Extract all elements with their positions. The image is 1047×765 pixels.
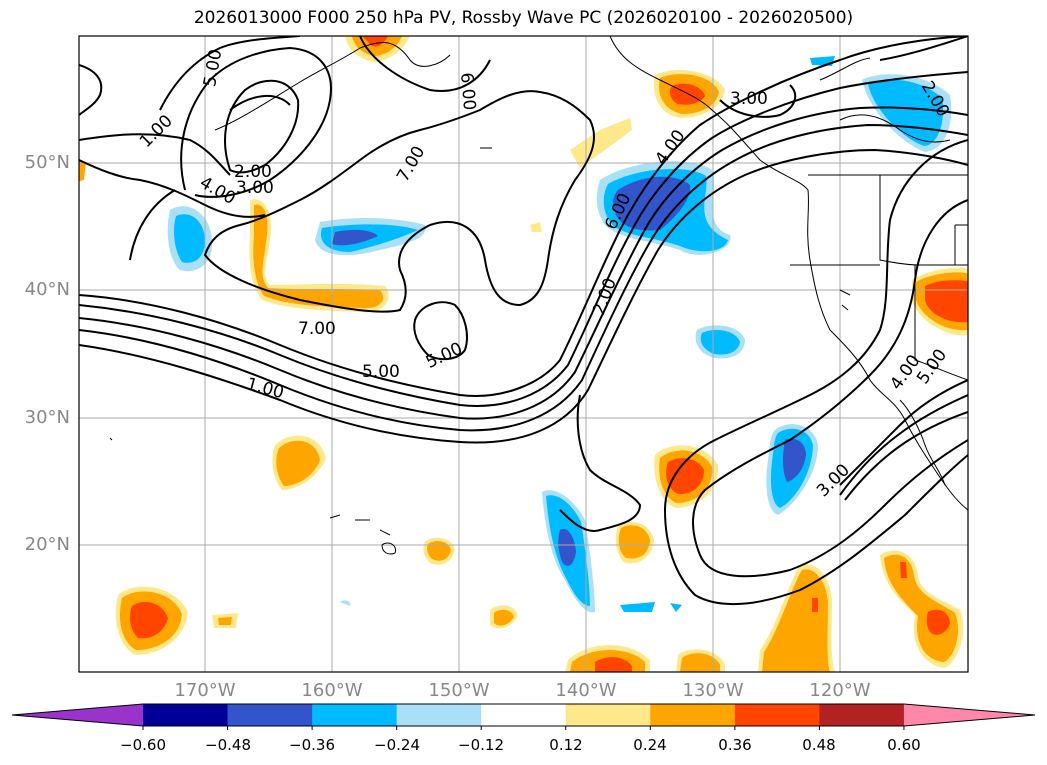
shade-orange [666, 458, 704, 495]
lat-label: 50°N [24, 152, 70, 173]
shade-orange [130, 602, 168, 639]
colorbar-extend-low [12, 704, 143, 726]
pv-contour [79, 64, 103, 116]
lon-label: 140°W [555, 680, 617, 701]
colorbar-segment [227, 704, 313, 726]
map-frame [78, 35, 969, 673]
shade-orange [762, 569, 830, 672]
colorbar-tick-label: 0.60 [887, 736, 921, 754]
shade-blue [782, 438, 806, 482]
shade-orange [680, 653, 720, 672]
lon-label: 120°W [809, 680, 871, 701]
shade-blue [332, 229, 378, 246]
lon-label: 130°W [682, 680, 744, 701]
pv-contour [79, 106, 968, 420]
shade-orange [595, 657, 632, 672]
shade-blue [620, 602, 655, 612]
pv-contour [879, 36, 968, 61]
pv-contour [663, 139, 968, 605]
lat-label: 20°N [24, 534, 70, 555]
shade-orange [253, 204, 384, 309]
colorbar-tick-label: −0.24 [374, 736, 420, 754]
shade-blue [700, 330, 740, 355]
colorbar-segment [481, 704, 567, 726]
shade-orange [926, 609, 950, 635]
colorbar-tick-label: 0.24 [633, 736, 667, 754]
colorbar-tick-label: 0.48 [802, 736, 836, 754]
pv-contour [229, 94, 291, 111]
colorbar-tick-label: 0.36 [718, 736, 752, 754]
shade-blue [613, 176, 691, 231]
pv-contour [159, 36, 301, 111]
pv-contour [129, 189, 176, 261]
contour-label: 3.00 [730, 89, 768, 109]
pv-contour [79, 148, 968, 444]
pv-contour [79, 133, 231, 176]
lon-label: 160°W [301, 680, 363, 701]
pv-contour [839, 379, 968, 486]
pv-contour [79, 36, 968, 397]
pv-contour [413, 301, 468, 361]
colorbar-tick-label: −0.12 [458, 736, 504, 754]
lon-label: 170°W [174, 680, 236, 701]
shade-orange [362, 36, 388, 47]
coastlines [109, 36, 968, 555]
lat-label: 40°N [24, 279, 70, 300]
colorbar-tick-label: −0.36 [289, 736, 335, 754]
pv-contour [79, 71, 968, 407]
pv-contour [79, 123, 968, 432]
shade-orange [218, 617, 232, 625]
colorbar-segment [734, 704, 820, 726]
shade-orange [79, 160, 86, 182]
pv-contour [79, 159, 266, 218]
colorbar-tick-label: 0.12 [549, 736, 583, 754]
lat-label: 30°N [24, 407, 70, 428]
shade-blue [558, 528, 576, 566]
shade-blue [340, 600, 351, 606]
colorbar-tick-label: −0.60 [120, 736, 166, 754]
pv-contour [692, 199, 968, 578]
pv-contours [79, 36, 968, 605]
colorbar-tick-label: −0.48 [205, 736, 251, 754]
pv-contour [559, 394, 642, 532]
shade-blue [174, 214, 205, 263]
shade-orange [427, 541, 451, 561]
pv-contour [839, 394, 968, 496]
pv-contour [844, 411, 968, 501]
shade-orange [900, 562, 907, 578]
shade-orange [530, 222, 542, 232]
colorbar-segment [312, 704, 398, 726]
contour-label: 6.00 [456, 72, 479, 111]
contour-label: 2.00 [234, 162, 272, 182]
contour-label: 5.00 [362, 362, 400, 382]
graticule [79, 36, 968, 672]
contour-label: 3.00 [236, 178, 274, 198]
shade-orange [925, 280, 968, 323]
pv-contour [203, 90, 595, 313]
map-title: 2026013000 F000 250 hPa PV, Rossby Wave … [193, 8, 854, 28]
pv-contour [180, 46, 332, 198]
pv-contour [719, 84, 797, 118]
colorbar-segment [819, 704, 905, 726]
shade-orange [618, 525, 650, 559]
colorbar-segment [143, 704, 229, 726]
pv-contour [224, 79, 300, 174]
shade-orange [812, 598, 818, 612]
shade-orange [494, 609, 514, 626]
colorbar-segment [650, 704, 736, 726]
shade-orange [276, 440, 320, 486]
colorbar-segment [565, 704, 651, 726]
colorbar-extend-high [903, 704, 1035, 726]
shade-blue [670, 603, 682, 612]
colorbar-segment [396, 704, 482, 726]
pv-contour [359, 36, 491, 92]
contour-label: 7.00 [298, 319, 336, 339]
shade-orange [884, 554, 958, 662]
lon-label: 150°W [428, 680, 490, 701]
